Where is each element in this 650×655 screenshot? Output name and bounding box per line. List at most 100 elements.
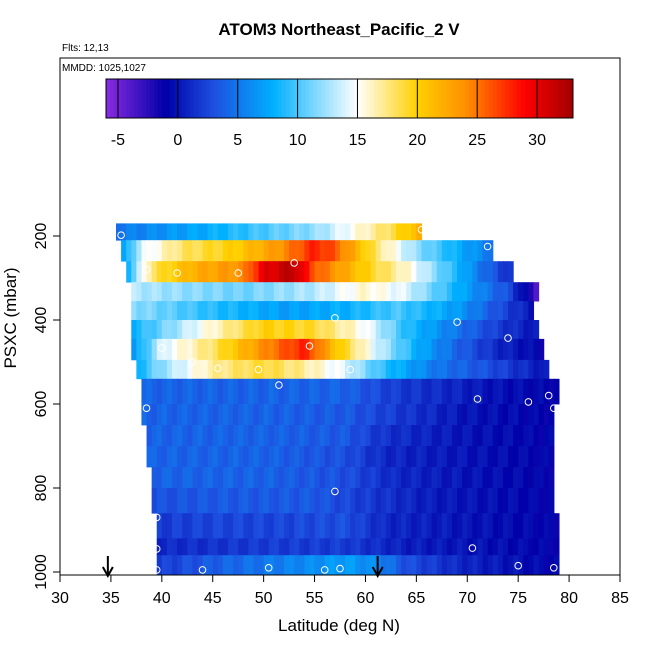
heat-cell [248,446,255,468]
heat-cell [365,301,372,321]
heat-cell [487,467,494,489]
heat-cell [492,467,499,489]
heat-cell [513,513,519,539]
heat-cell [284,513,290,539]
heat-cell [518,488,524,514]
heat-cell [273,538,280,556]
sample-point [152,545,161,553]
heat-cell [390,538,397,556]
heat-cell [319,404,326,426]
colorbar-segment [281,79,287,118]
heat-cell [421,359,428,380]
heat-cell [340,261,346,283]
heat-cell [202,555,209,575]
heat-cell [370,301,377,321]
heat-cell [177,223,183,241]
heat-cell [197,223,204,241]
colorbar-segment [293,79,299,118]
heat-cell [304,555,311,575]
heat-cell [182,223,188,241]
heat-cell [528,425,535,447]
heat-cell [533,446,540,468]
heat-cell [202,261,209,283]
y-tick-label: 400 [33,307,50,334]
heat-cell [177,467,183,489]
heat-cell [375,513,382,539]
heat-cell [441,261,448,283]
heat-cell [528,404,535,426]
heat-cell [446,261,453,283]
heat-cell [411,467,417,489]
heat-cell [294,301,300,321]
colorbar-tick-label: 10 [289,132,307,149]
sample-point [173,269,181,277]
colorbar-segment [269,79,275,118]
heat-cell [416,261,423,283]
heat-cell [156,513,163,539]
sample-point [483,242,492,251]
heat-cell [212,446,219,468]
heat-cell [370,359,377,380]
heat-cell [278,338,285,361]
heat-cell [289,261,295,283]
heat-cell [421,320,428,340]
heat-cell [375,404,382,426]
heat-cell [497,446,504,468]
colorbar-segment [485,79,490,118]
heat-cell [228,467,234,489]
sample-point [320,566,329,574]
heat-cell [385,404,392,426]
heat-cell [121,223,127,241]
heat-cell [253,378,260,405]
heat-cell [457,320,463,340]
heat-cell [482,404,489,426]
heat-cell [406,240,412,262]
heat-cell [334,301,341,321]
heat-cell [263,240,270,262]
heat-cell [375,378,382,405]
heat-cell [380,338,387,361]
heat-cell [472,467,479,489]
heat-cell [375,261,382,283]
heat-cell [370,467,377,489]
y-axis-label: PSXC (mbar) [1,267,20,368]
heat-cell [151,282,158,302]
heat-cell [411,425,417,447]
heat-cell [182,282,188,302]
heat-cell [497,513,504,539]
heat-cell [212,223,219,241]
heat-cell [452,555,458,575]
heat-cell [217,261,224,283]
heat-cell [457,404,463,426]
heat-cell [314,338,321,361]
heat-cell [253,282,260,302]
heat-cell [446,320,453,340]
heat-cell [217,223,224,241]
sample-point [112,338,120,347]
heat-cell [482,513,489,539]
heat-cell [284,338,290,361]
heat-cell [370,555,377,575]
colorbar-segment [377,79,382,118]
heat-cell [340,467,346,489]
heat-cell [248,282,255,302]
heat-cell [299,446,305,468]
heat-cell [309,555,316,575]
heat-cell [345,488,351,514]
heat-cell [268,467,275,489]
heat-cell [222,261,229,283]
heat-cell [365,320,372,340]
heat-cell [263,513,270,539]
colorbar-segment [437,79,442,118]
heat-cell [166,538,173,556]
heat-cell [289,446,295,468]
heat-cell [151,378,158,405]
heat-cell [477,261,484,283]
sample-point [142,265,151,274]
colorbar-segment [561,79,566,118]
sample-point [331,314,339,322]
heat-cell [487,301,494,321]
heat-cell [385,261,392,283]
heat-cell [294,282,300,302]
colorbar-tick-label: 30 [528,132,546,149]
